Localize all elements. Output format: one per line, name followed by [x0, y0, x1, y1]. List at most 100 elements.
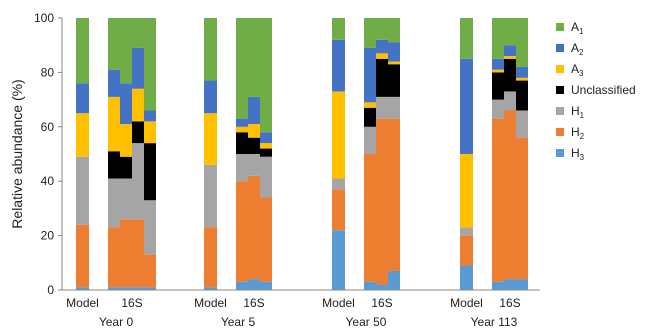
s16-bar-segment — [504, 18, 516, 46]
model-bar-segment — [460, 18, 473, 59]
legend-label: H2 — [571, 125, 585, 141]
legend-label-main: A — [571, 62, 579, 76]
y-tick-label: 40 — [41, 174, 55, 188]
s16-bar-segment — [248, 124, 260, 138]
s16-bar-segment — [492, 99, 504, 119]
s16-bar-segment — [376, 39, 388, 54]
s16-bar-segment — [108, 287, 120, 290]
s16-bar-segment — [120, 156, 132, 179]
legend-swatch — [556, 86, 564, 94]
model-bar-segment — [204, 227, 217, 288]
model-category-label: Model — [66, 296, 99, 310]
s16-bar-segment — [260, 156, 272, 198]
s16-bar-segment — [376, 118, 388, 285]
legend-item: A2 — [556, 41, 584, 57]
model-bar-segment — [204, 113, 217, 165]
legend-label-subscript: 3 — [579, 69, 584, 78]
s16-bar-segment — [492, 69, 504, 73]
s16-category-label: 16S — [499, 296, 520, 310]
s16-bar-segment — [376, 18, 388, 40]
s16-bar-segment — [132, 47, 144, 89]
s16-bar-segment — [492, 58, 504, 70]
s16-bar-segment — [132, 287, 144, 290]
model-bar-segment — [76, 224, 89, 288]
s16-bar-segment — [144, 200, 156, 255]
model-bar-segment — [332, 178, 345, 190]
s16-bar-segment — [236, 126, 248, 133]
s16-bar-segment — [248, 96, 260, 125]
y-tick-label: 80 — [41, 65, 55, 79]
model-bar-segment — [76, 113, 89, 157]
s16-bar-segment — [492, 18, 504, 59]
s16-bar-segment — [260, 18, 272, 133]
s16-bar-segment — [132, 88, 144, 122]
s16-bar-segment — [364, 126, 376, 154]
legend-label-subscript: 2 — [580, 132, 585, 141]
s16-bar-segment — [144, 254, 156, 288]
s16-bar-segment — [364, 18, 376, 48]
s16-bar-segment — [236, 181, 248, 282]
y-tick-label: 100 — [34, 11, 54, 25]
s16-bar-segment — [260, 197, 272, 282]
model-category-label: Model — [194, 296, 227, 310]
s16-bar-segment — [376, 284, 388, 290]
legend-label-main: Unclassified — [571, 83, 636, 97]
legend-item: H2 — [556, 125, 585, 141]
legend-swatch — [556, 107, 564, 115]
s16-bar-segment — [260, 143, 272, 149]
legend-label: Unclassified — [571, 83, 636, 97]
legend-label: H1 — [571, 104, 585, 120]
s16-bar-segment — [364, 47, 376, 103]
legend-swatch — [556, 65, 564, 73]
s16-bar-segment — [492, 118, 504, 282]
s16-bar-segment — [144, 110, 156, 122]
s16-bar-segment — [236, 118, 248, 127]
s16-bar-segment — [376, 53, 388, 59]
legend-label: H3 — [571, 146, 585, 162]
model-bar-segment — [76, 287, 89, 290]
s16-bar-segment — [504, 56, 516, 59]
model-bar-segment — [460, 265, 473, 290]
model-bar-segment — [460, 235, 473, 266]
s16-bar-segment — [516, 66, 528, 78]
s16-bar-segment — [108, 69, 120, 97]
model-bar-segment — [204, 164, 217, 228]
model-bar-segment — [332, 39, 345, 92]
s16-bar-segment — [108, 18, 120, 70]
s16-bar-segment — [248, 154, 260, 176]
s16-bar-segment — [388, 270, 400, 290]
s16-bar-segment — [120, 83, 132, 125]
year-group-label: Year 0 — [99, 315, 134, 329]
s16-bar-segment — [388, 118, 400, 271]
s16-bar-segment — [376, 96, 388, 119]
y-tick-label: 20 — [41, 229, 55, 243]
s16-bar-segment — [516, 110, 528, 138]
legend-label-subscript: 3 — [580, 153, 585, 162]
model-bar-segment — [460, 227, 473, 236]
legend-label: A1 — [571, 20, 584, 36]
legend-label-subscript: 2 — [579, 48, 584, 57]
s16-bar-segment — [132, 219, 144, 288]
legend-label: A3 — [571, 62, 584, 78]
legend-label-main: H — [571, 104, 580, 118]
s16-bar-segment — [376, 58, 388, 97]
s16-bar-segment — [144, 18, 156, 111]
model-bar-segment — [332, 91, 345, 179]
legend-item: A3 — [556, 62, 584, 78]
y-tick-label: 0 — [47, 283, 54, 297]
s16-bar-segment — [516, 80, 528, 111]
model-bar-segment — [332, 230, 345, 290]
s16-bar-segment — [236, 18, 248, 119]
s16-bar-segment — [144, 121, 156, 144]
s16-bar-segment — [108, 227, 120, 288]
s16-bar-segment — [516, 77, 528, 81]
s16-bar-segment — [388, 18, 400, 43]
legend-label-main: A — [571, 20, 579, 34]
s16-bar-segment — [120, 18, 132, 84]
s16-bar-segment — [388, 61, 400, 65]
s16-bar-segment — [144, 143, 156, 201]
s16-bar-segment — [504, 91, 516, 111]
y-tick-label: 60 — [41, 120, 55, 134]
